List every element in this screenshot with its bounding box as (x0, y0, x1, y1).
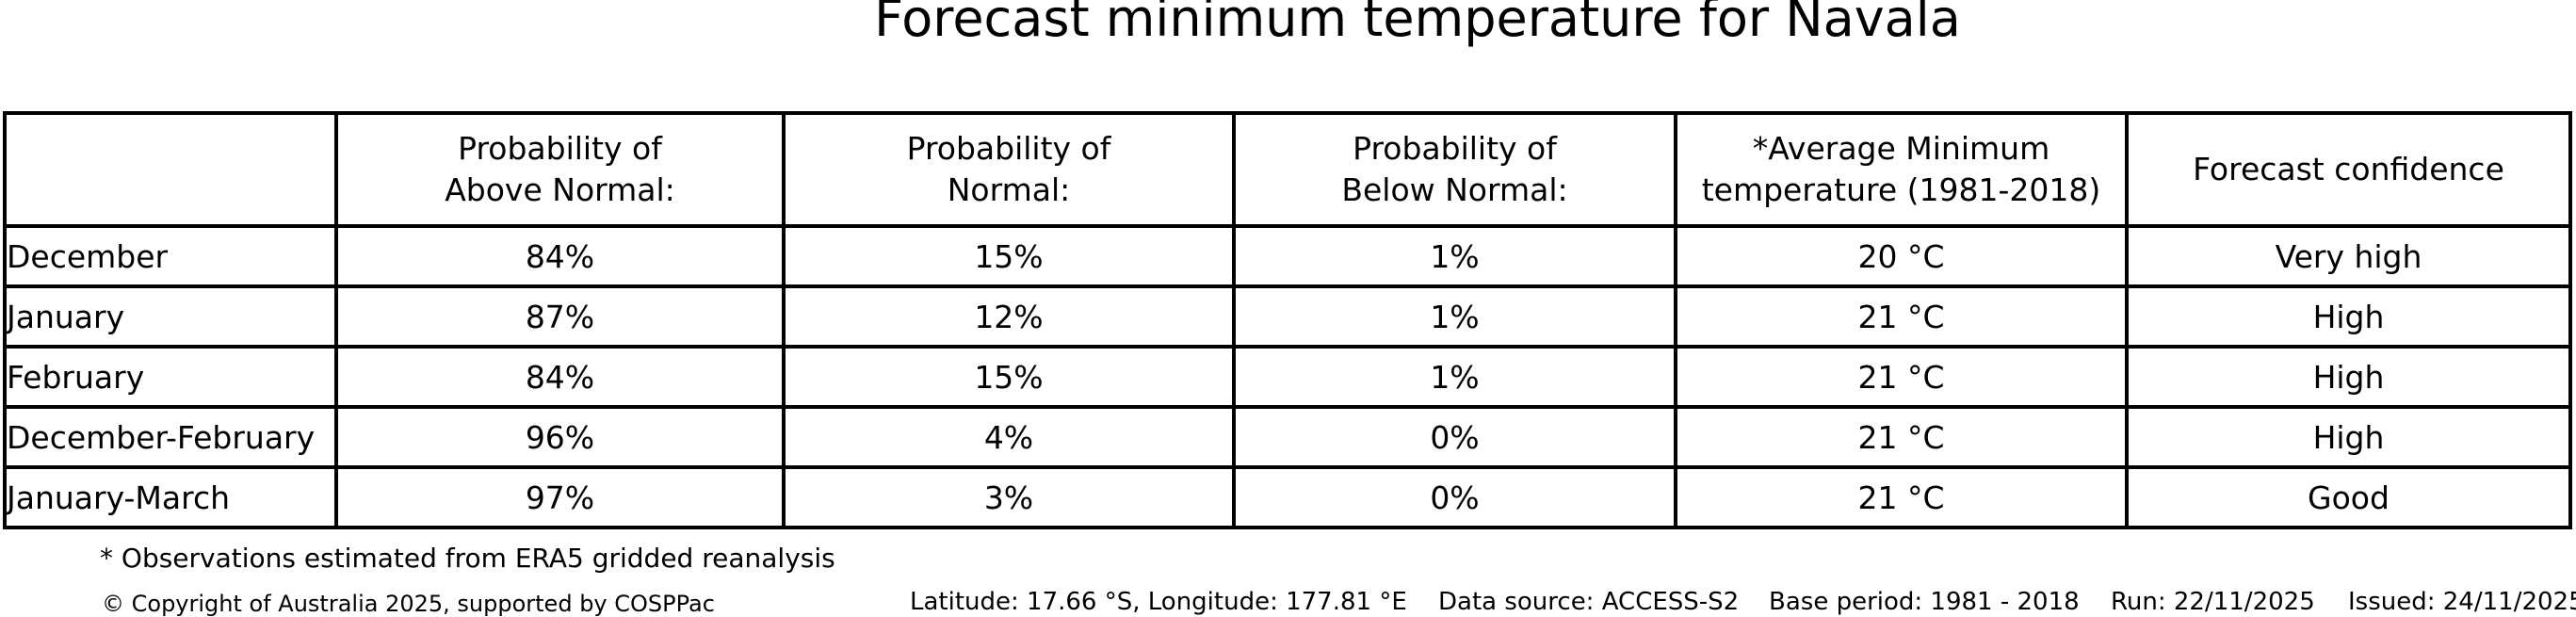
copyright-text: © Copyright of Australia 2025, supported… (102, 591, 715, 617)
corner-spacer (3, 111, 338, 228)
base-period-text: Base period: 1981 - 2018 (1769, 588, 2080, 616)
cell-prob-above: 96% (334, 405, 786, 469)
issued-date-text: Issued: 24/11/2025 (2348, 588, 2576, 616)
cell-prob-normal: 4% (782, 405, 1236, 469)
cell-prob-below: 1% (1232, 345, 1677, 409)
cell-prob-below: 1% (1232, 284, 1677, 349)
cell-confidence: High (2125, 405, 2572, 469)
page-title: Forecast minimum temperature for Navala (874, 0, 1961, 48)
row-label: December (3, 224, 338, 288)
table-row: January-March 97% 3% 0% 21 °C Good (3, 465, 2572, 529)
col-header-average-min-temp: *Average Minimum temperature (1981-2018) (1674, 111, 2129, 228)
row-label: December-February (3, 405, 338, 469)
cell-prob-normal: 12% (782, 284, 1236, 349)
row-label: February (3, 345, 338, 409)
footnote-text: * Observations estimated from ERA5 gridd… (100, 543, 835, 574)
cell-prob-below: 1% (1232, 224, 1677, 288)
table-row: December 84% 15% 1% 20 °C Very high (3, 224, 2572, 288)
row-label: January-March (3, 465, 338, 529)
cell-avg-temp: 21 °C (1674, 405, 2129, 469)
data-source-text: Data source: ACCESS-S2 (1438, 588, 1740, 616)
location-text: Latitude: 17.66 °S, Longitude: 177.81 °E (910, 588, 1407, 616)
cell-avg-temp: 21 °C (1674, 465, 2129, 529)
cell-prob-above: 84% (334, 224, 786, 288)
cell-confidence: Very high (2125, 224, 2572, 288)
table-row: January 87% 12% 1% 21 °C High (3, 284, 2572, 349)
header-row: Probability of Above Normal: Probability… (3, 111, 2572, 228)
table-row: December-February 96% 4% 0% 21 °C High (3, 405, 2572, 469)
col-header-below-normal: Probability of Below Normal: (1232, 111, 1677, 228)
cell-prob-normal: 3% (782, 465, 1236, 529)
cell-prob-normal: 15% (782, 224, 1236, 288)
cell-prob-above: 84% (334, 345, 786, 409)
cell-avg-temp: 21 °C (1674, 345, 2129, 409)
cell-prob-above: 97% (334, 465, 786, 529)
table-row: February 84% 15% 1% 21 °C High (3, 345, 2572, 409)
forecast-table: Probability of Above Normal: Probability… (3, 111, 2572, 529)
col-header-forecast-confidence: Forecast confidence (2125, 111, 2572, 228)
cell-confidence: High (2125, 345, 2572, 409)
cell-prob-below: 0% (1232, 465, 1677, 529)
cell-avg-temp: 21 °C (1674, 284, 2129, 349)
col-header-normal: Probability of Normal: (782, 111, 1236, 228)
cell-prob-below: 0% (1232, 405, 1677, 469)
col-header-above-normal: Probability of Above Normal: (334, 111, 786, 228)
cell-avg-temp: 20 °C (1674, 224, 2129, 288)
run-date-text: Run: 22/11/2025 (2111, 588, 2315, 616)
cell-prob-normal: 15% (782, 345, 1236, 409)
cell-confidence: High (2125, 284, 2572, 349)
row-label: January (3, 284, 338, 349)
cell-prob-above: 87% (334, 284, 786, 349)
cell-confidence: Good (2125, 465, 2572, 529)
